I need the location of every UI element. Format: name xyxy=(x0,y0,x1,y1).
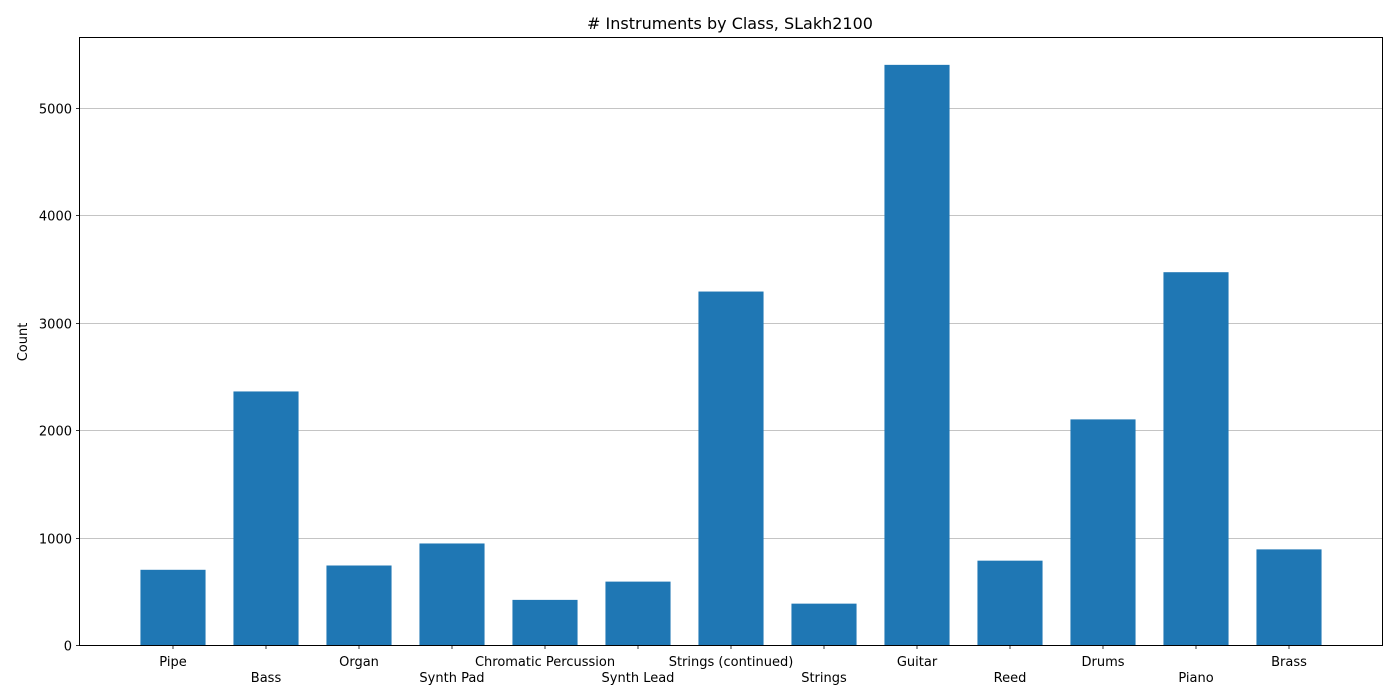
x-tick-label-9: Reed xyxy=(994,671,1027,686)
bar-2 xyxy=(326,565,392,645)
x-tick-label-6: Strings (continued) xyxy=(669,655,794,670)
y-tick-label-3: 3000 xyxy=(39,318,72,333)
x-tick-label-2: Organ xyxy=(339,655,379,670)
bar-4 xyxy=(512,599,578,645)
bar-0 xyxy=(140,569,206,645)
y-axis-label: Count xyxy=(16,323,31,362)
bar-1 xyxy=(233,391,299,645)
x-tick-label-5: Synth Lead xyxy=(602,671,675,686)
chart-title: # Instruments by Class, SLakh2100 xyxy=(587,14,873,33)
x-tick-label-4: Chromatic Percussion xyxy=(475,655,615,670)
y-tick-label-5: 5000 xyxy=(39,103,72,118)
y-tick-label-2: 2000 xyxy=(39,425,72,440)
x-tick-label-12: Brass xyxy=(1271,655,1307,670)
bar-9 xyxy=(977,560,1043,645)
x-tick-label-1: Bass xyxy=(251,671,282,686)
y-axis-ticks: 0 1000 2000 3000 4000 5000 xyxy=(39,103,80,655)
bar-8 xyxy=(884,64,950,646)
x-tick-label-11: Piano xyxy=(1178,671,1213,686)
x-tick-label-7: Strings xyxy=(801,671,847,686)
bar-10 xyxy=(1070,419,1136,645)
bar-7 xyxy=(791,603,857,645)
y-tick-label-1: 1000 xyxy=(39,533,72,548)
y-tick-label-4: 4000 xyxy=(39,210,72,225)
x-tick-label-10: Drums xyxy=(1081,655,1124,670)
bar-6 xyxy=(698,291,764,645)
x-tick-label-8: Guitar xyxy=(897,655,938,670)
bar-5 xyxy=(605,581,671,645)
bar-3 xyxy=(419,543,485,645)
bar-12 xyxy=(1256,549,1322,645)
x-tick-label-0: Pipe xyxy=(159,655,186,670)
bars xyxy=(140,64,1322,646)
x-tick-label-3: Synth Pad xyxy=(419,671,484,686)
bar-11 xyxy=(1163,272,1229,645)
y-tick-label-0: 0 xyxy=(64,640,72,655)
